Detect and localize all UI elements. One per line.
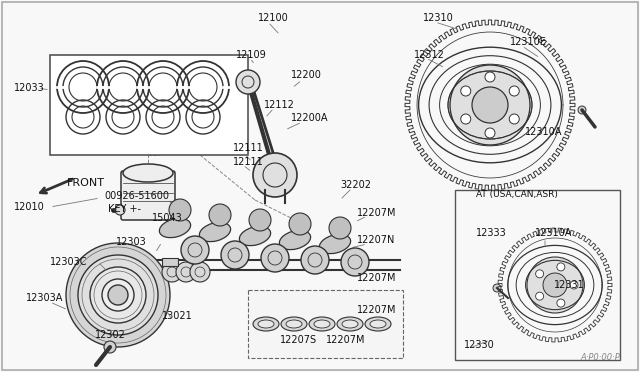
- Ellipse shape: [314, 320, 330, 328]
- Text: 12111: 12111: [233, 143, 264, 153]
- Text: A·P0·00·P: A·P0·00·P: [580, 353, 620, 362]
- Text: 12200A: 12200A: [291, 113, 328, 123]
- Circle shape: [66, 243, 170, 347]
- Circle shape: [509, 114, 519, 124]
- Ellipse shape: [309, 317, 335, 331]
- Text: 12310A: 12310A: [535, 228, 572, 238]
- Circle shape: [450, 65, 530, 145]
- Circle shape: [578, 106, 586, 114]
- Ellipse shape: [159, 218, 191, 238]
- Text: 12033: 12033: [14, 83, 45, 93]
- Ellipse shape: [281, 317, 307, 331]
- Circle shape: [249, 209, 271, 231]
- Circle shape: [115, 205, 125, 215]
- Text: 12312: 12312: [414, 50, 445, 60]
- Text: 12200: 12200: [291, 70, 322, 80]
- FancyBboxPatch shape: [162, 258, 178, 266]
- Text: 12333: 12333: [476, 228, 507, 238]
- Text: 12310E: 12310E: [510, 37, 547, 47]
- Text: 13021: 13021: [162, 311, 193, 321]
- Text: 12303: 12303: [116, 237, 147, 247]
- Text: 12331: 12331: [554, 280, 585, 290]
- Text: 12111: 12111: [233, 157, 264, 167]
- Circle shape: [341, 248, 369, 276]
- FancyBboxPatch shape: [121, 171, 175, 220]
- Circle shape: [461, 114, 471, 124]
- Text: 12100: 12100: [258, 13, 289, 23]
- Text: AT (USA,CAN,ASR): AT (USA,CAN,ASR): [476, 190, 558, 199]
- Circle shape: [169, 199, 191, 221]
- Circle shape: [190, 262, 210, 282]
- Circle shape: [236, 70, 260, 94]
- Circle shape: [108, 285, 128, 305]
- Text: 12303A: 12303A: [26, 293, 63, 303]
- Circle shape: [543, 273, 567, 297]
- Ellipse shape: [319, 234, 351, 254]
- Circle shape: [557, 263, 565, 271]
- Text: 12330: 12330: [464, 340, 495, 350]
- Circle shape: [485, 72, 495, 82]
- Text: FRONT: FRONT: [67, 178, 105, 188]
- Circle shape: [485, 128, 495, 138]
- Text: 12010: 12010: [14, 202, 45, 212]
- Circle shape: [472, 87, 508, 123]
- Circle shape: [102, 279, 134, 311]
- Circle shape: [536, 270, 543, 278]
- Text: KEY +-: KEY +-: [108, 204, 141, 214]
- Circle shape: [181, 236, 209, 264]
- Circle shape: [461, 86, 471, 96]
- Circle shape: [209, 204, 231, 226]
- Ellipse shape: [200, 222, 230, 242]
- Circle shape: [90, 267, 146, 323]
- Circle shape: [570, 281, 578, 289]
- Text: 12112: 12112: [264, 100, 295, 110]
- FancyBboxPatch shape: [248, 290, 403, 358]
- Ellipse shape: [342, 320, 358, 328]
- Text: 12207M: 12207M: [357, 273, 397, 283]
- Ellipse shape: [370, 320, 386, 328]
- Text: 12207M: 12207M: [357, 305, 397, 315]
- Text: 12310A: 12310A: [525, 127, 563, 137]
- Circle shape: [527, 257, 583, 313]
- Text: 12207M: 12207M: [357, 208, 397, 218]
- Circle shape: [493, 284, 501, 292]
- Ellipse shape: [239, 227, 271, 246]
- Text: 12207M: 12207M: [326, 335, 365, 345]
- Circle shape: [301, 246, 329, 274]
- Circle shape: [329, 217, 351, 239]
- Ellipse shape: [337, 317, 363, 331]
- Text: 00926-51600: 00926-51600: [104, 191, 169, 201]
- Circle shape: [104, 341, 116, 353]
- Ellipse shape: [123, 164, 173, 182]
- Circle shape: [509, 86, 519, 96]
- Circle shape: [78, 255, 158, 335]
- Text: 12302: 12302: [95, 330, 126, 340]
- Text: 15043: 15043: [152, 213, 183, 223]
- Circle shape: [261, 244, 289, 272]
- Circle shape: [162, 262, 182, 282]
- Text: 12109: 12109: [236, 50, 267, 60]
- Circle shape: [176, 262, 196, 282]
- Text: 12310: 12310: [423, 13, 454, 23]
- Circle shape: [557, 299, 565, 307]
- Ellipse shape: [253, 317, 279, 331]
- Ellipse shape: [286, 320, 302, 328]
- Text: 12207S: 12207S: [280, 335, 317, 345]
- Text: 32202: 32202: [340, 180, 371, 190]
- Ellipse shape: [280, 230, 310, 250]
- Circle shape: [289, 213, 311, 235]
- Text: 12303C: 12303C: [50, 257, 88, 267]
- Ellipse shape: [365, 317, 391, 331]
- Circle shape: [536, 292, 543, 300]
- FancyBboxPatch shape: [50, 55, 248, 155]
- Circle shape: [253, 153, 297, 197]
- Text: 12207N: 12207N: [357, 235, 396, 245]
- Circle shape: [221, 241, 249, 269]
- Ellipse shape: [258, 320, 274, 328]
